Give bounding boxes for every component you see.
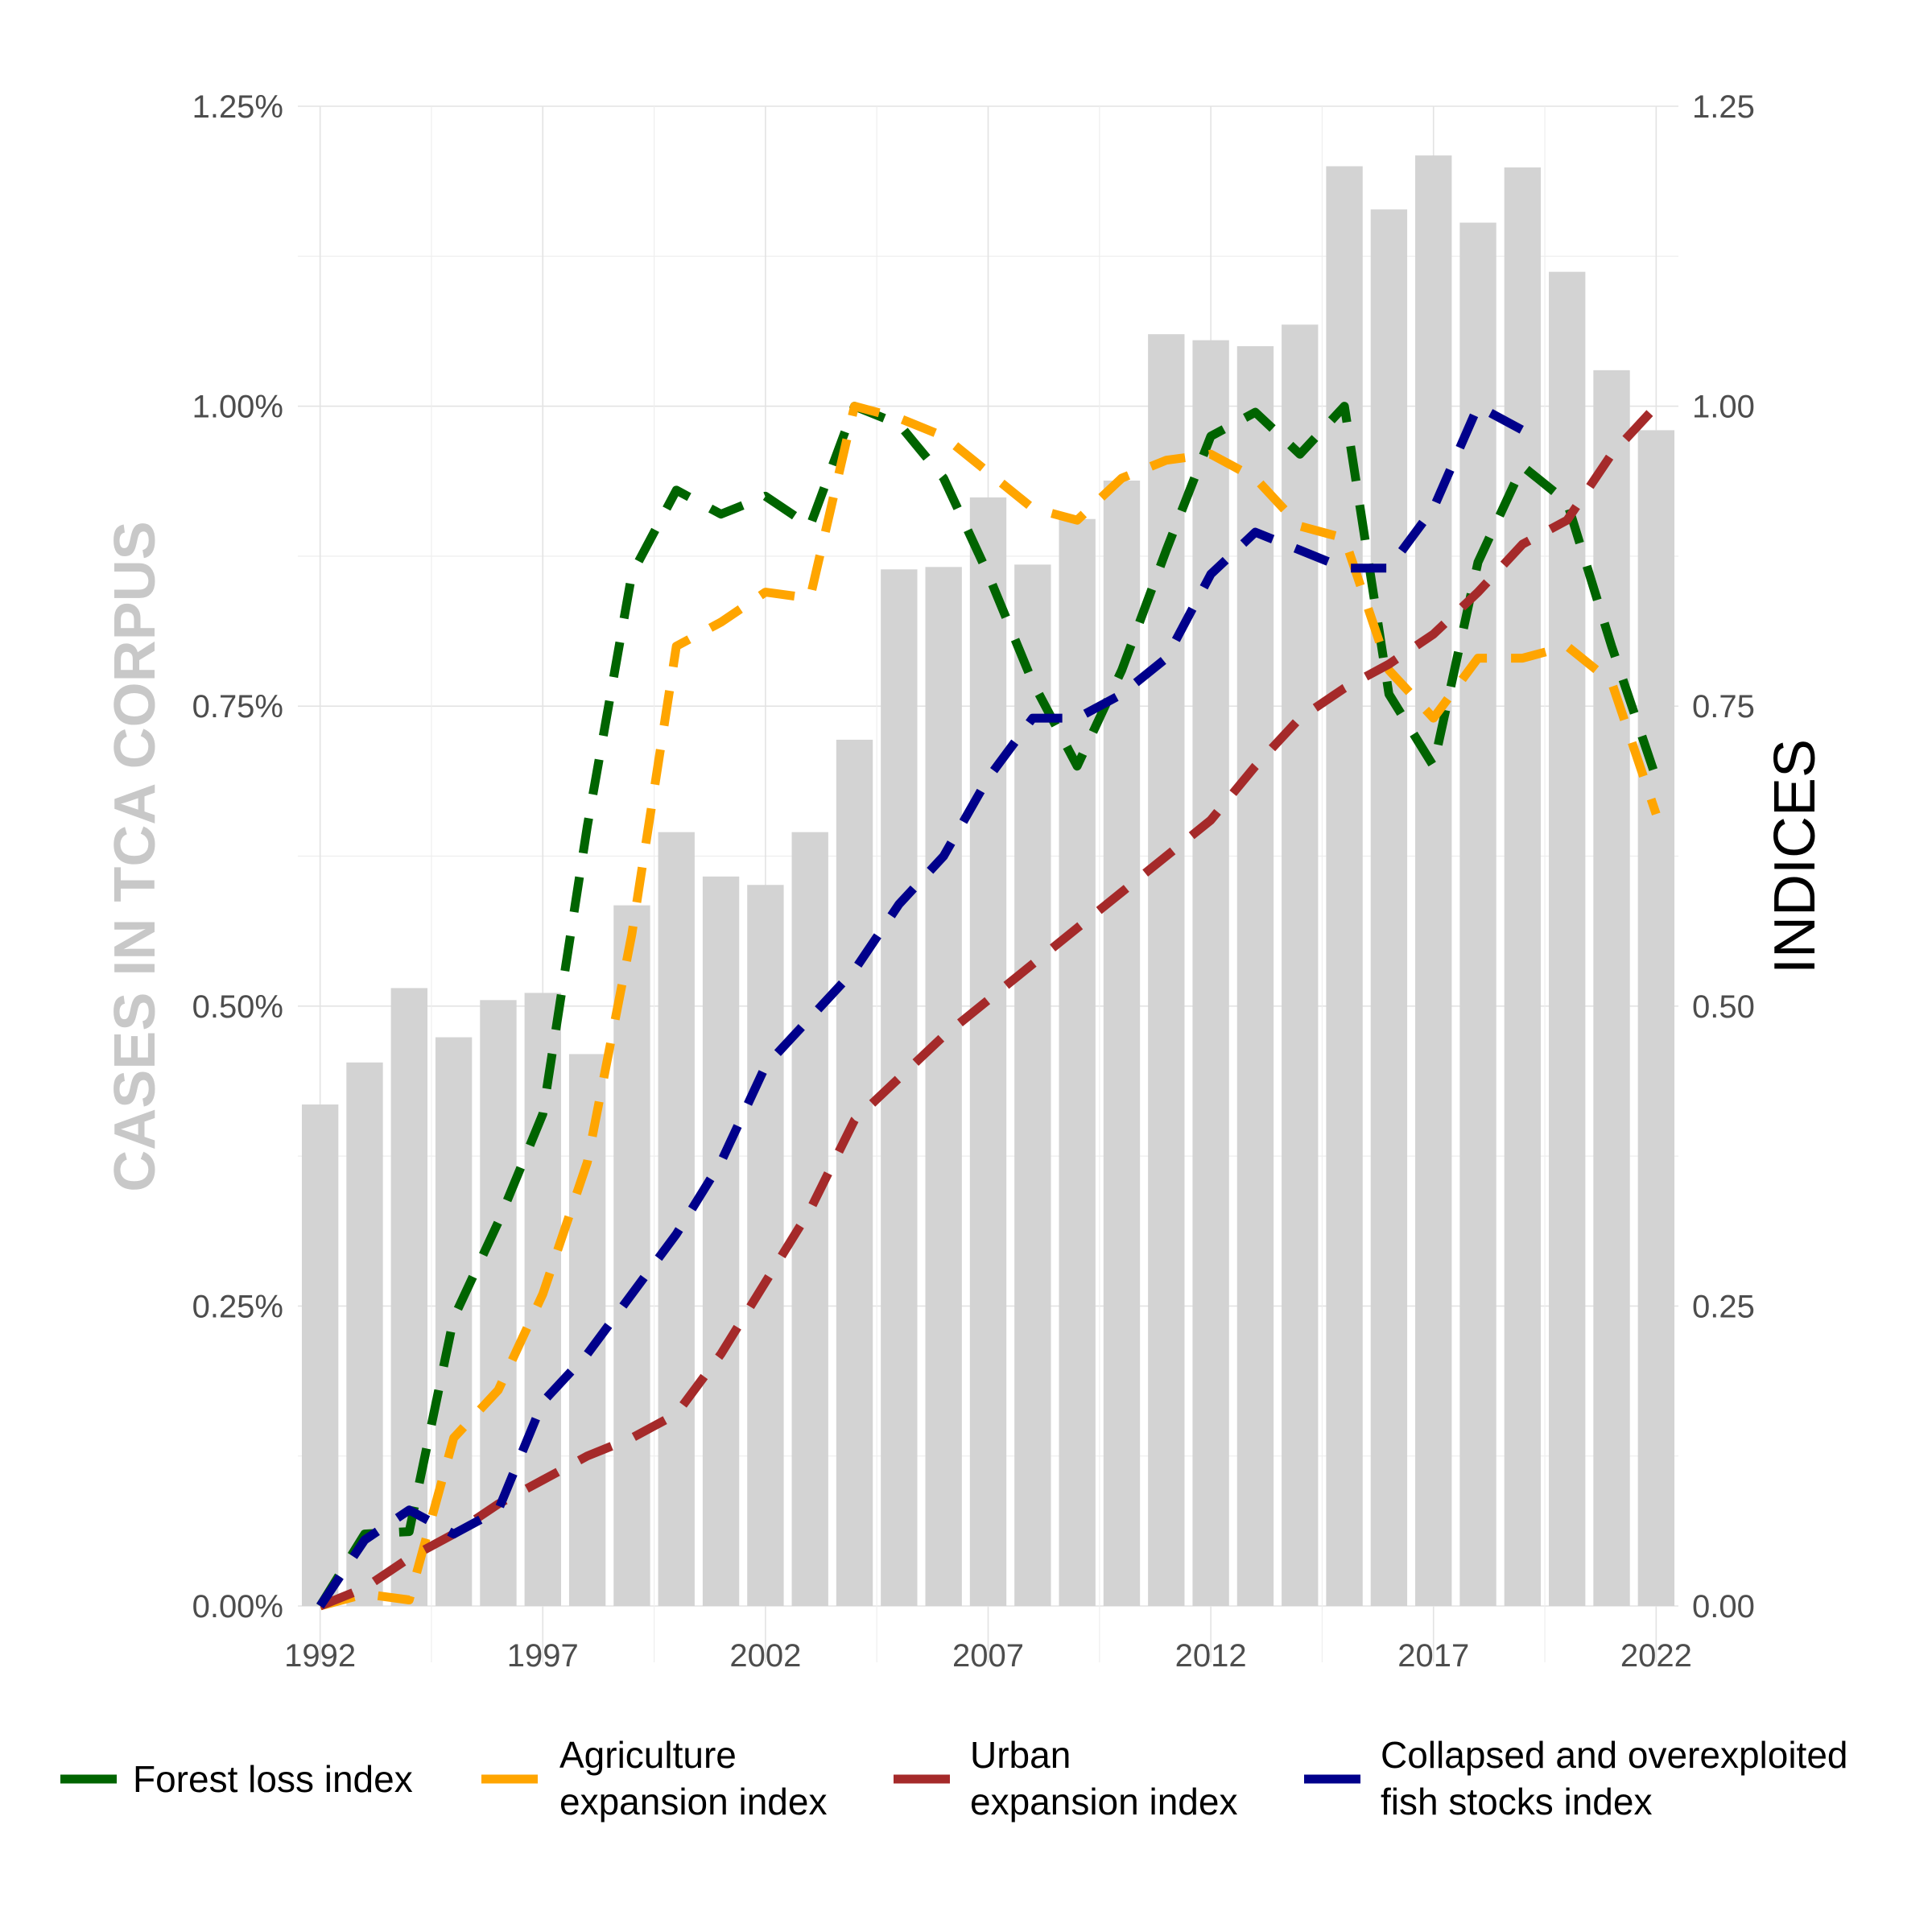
bar [1103,481,1141,1606]
left-tick-label: 0.50% [192,989,283,1025]
left-tick-label: 0.75% [192,689,283,724]
right-tick-label: 1.00 [1692,390,1755,425]
legend-label: fish stocks index [1381,1781,1652,1823]
legend-label: expansion index [970,1781,1237,1823]
x-tick-label: 2007 [952,1638,1024,1674]
legend-label: Collapsed and overexploited [1381,1734,1848,1776]
bar [1059,518,1096,1607]
bar [1504,167,1542,1607]
bar [1593,369,1630,1607]
x-tick-label: 1997 [507,1638,579,1674]
bar [1549,271,1586,1607]
series-line [318,402,1660,1611]
bar [969,497,1007,1607]
bar [1014,564,1051,1607]
right-tick-label: 0.50 [1692,989,1755,1025]
legend-label: Urban [970,1734,1071,1776]
series-line [316,402,1661,1608]
bar [658,832,695,1606]
bar [1282,324,1319,1606]
legend: Forest loss index Agriculture expansion in… [60,1734,1848,1823]
right-tick-label: 1.25 [1692,89,1755,125]
bar [791,832,828,1606]
x-tick-label: 2017 [1397,1638,1469,1674]
bar [1192,340,1229,1607]
right-tick-label: 0.75 [1692,689,1755,724]
bar [435,1037,473,1606]
legend-label: expansion index [559,1781,827,1823]
legend-label: Agriculture [559,1734,737,1776]
series-line [316,402,1525,1609]
bar [1326,166,1363,1606]
left-tick-label: 0.25% [192,1289,283,1324]
legend-label: Forest loss index [133,1758,413,1800]
bar [747,885,784,1606]
left-tick-label: 1.25% [192,89,283,125]
axes: CASES IN TCA CORPUS INDICES 0.00% 0.25% 0.… [103,89,1827,1674]
left-tick-label: 0.00% [192,1589,283,1624]
bar [346,1062,383,1606]
bar [1415,155,1452,1606]
right-tick-label: 0.25 [1692,1289,1755,1324]
x-tick-label: 2022 [1620,1638,1692,1674]
x-tick-label: 2012 [1175,1638,1247,1674]
left-axis-title: CASES IN TCA CORPUS [103,521,167,1191]
bar [390,988,427,1606]
series-line [319,402,1661,1611]
bar [1637,430,1675,1607]
bar [301,1104,339,1606]
bar [1459,222,1496,1606]
series-lines [316,402,1661,1611]
bar [568,1054,606,1606]
bar [1236,346,1274,1607]
bar [836,739,873,1607]
bar [1148,334,1185,1606]
right-tick-label: 0.00 [1692,1589,1755,1624]
x-tick-label: 1992 [284,1638,356,1674]
right-axis-title: INDICES [1763,739,1827,974]
bar [613,905,650,1606]
left-tick-label: 1.00% [192,390,283,425]
bar [1370,209,1408,1606]
x-tick-label: 2002 [729,1638,801,1674]
bar [702,876,740,1606]
bar [925,567,962,1606]
